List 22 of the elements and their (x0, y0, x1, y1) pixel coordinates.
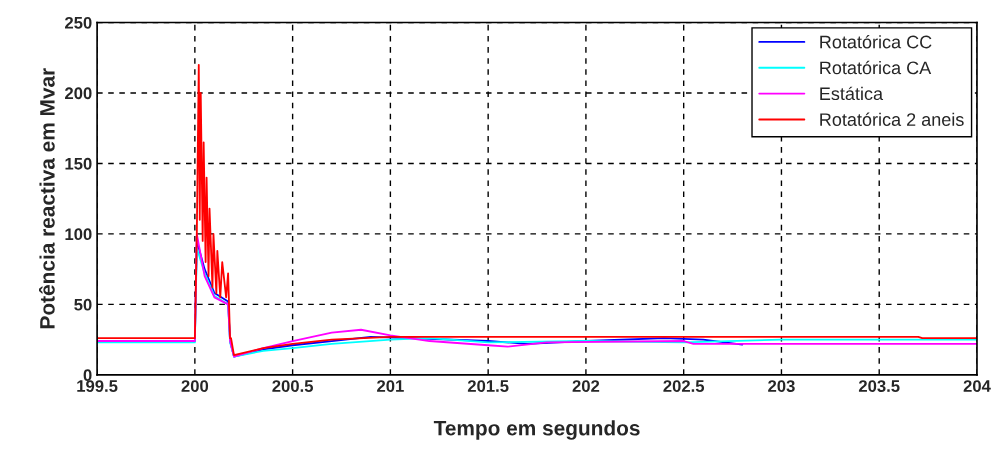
x-tick-label: 200 (181, 380, 209, 392)
x-axis-title: Tempo em segundos (433, 420, 640, 440)
x-tick-label: 200.5 (272, 380, 314, 392)
legend-label: Rotatórica 2 aneis (820, 112, 964, 126)
y-tick-label: 250 (65, 16, 92, 29)
x-tick-label: 202 (572, 380, 600, 392)
x-tick-label: 199.5 (77, 380, 118, 392)
legend-label: Estática (820, 86, 884, 101)
y-tick-label: 150 (65, 157, 92, 170)
x-tick-label: 204 (963, 380, 991, 392)
y-axis-title: Potência reactiva em Mvar (39, 68, 55, 329)
x-tick-label: 201.5 (467, 380, 509, 392)
x-tick-label: 203.5 (858, 380, 900, 392)
legend-label: Rotatórica CC (820, 34, 932, 49)
x-tick-label: 202.5 (663, 380, 705, 392)
legend-label: Rotatórica CA (820, 60, 932, 75)
x-tick-label: 203 (768, 380, 795, 392)
y-tick-label: 0 (83, 369, 92, 382)
x-tick-label: 201 (377, 380, 404, 392)
y-tick-label: 50 (74, 298, 92, 311)
y-tick-label: 100 (65, 228, 92, 241)
y-tick-label: 200 (65, 87, 92, 100)
